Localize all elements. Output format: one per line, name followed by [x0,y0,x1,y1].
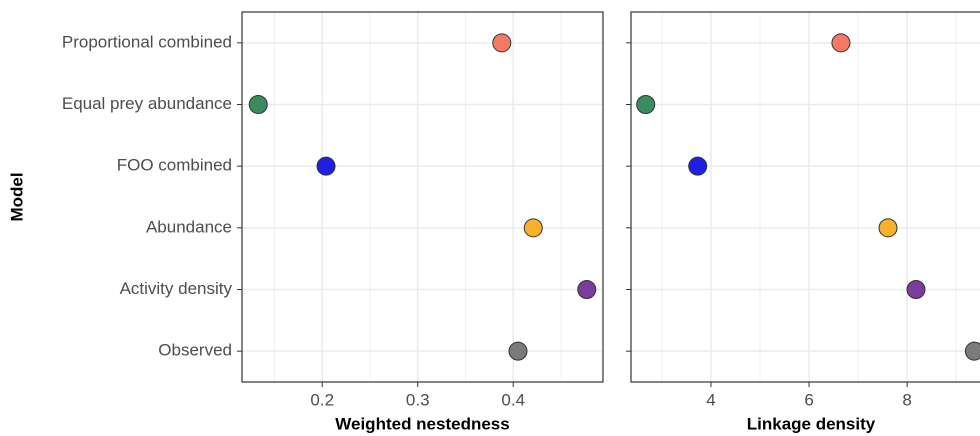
dot [508,341,528,361]
dot [523,218,543,238]
x-tick-label: 8 [902,390,911,409]
y-tick-label: FOO combined [117,156,232,175]
panel-border [630,11,980,383]
x-tick-label: 0.2 [310,390,334,409]
y-axis-title: Model [7,172,26,221]
y-tick-label: Abundance [146,217,232,236]
dot [248,95,268,114]
dot [492,33,512,53]
dot [636,95,656,114]
dot [831,33,851,53]
x-axis-title: Weighted nestedness [335,414,509,433]
x-tick-label: 4 [706,390,715,409]
y-tick-label: Equal prey abundance [62,94,232,113]
x-axis-title: Linkage density [747,414,876,433]
x-tick-label: 0.4 [501,390,525,409]
panel-border [241,11,604,383]
y-tick-label: Proportional combined [62,32,232,51]
dot [964,341,980,361]
dot [688,156,708,176]
y-tick-label: Activity density [120,279,233,298]
y-tick-label: Observed [158,341,232,360]
x-tick-label: 0.3 [406,390,430,409]
dot [577,280,597,299]
dot [316,156,336,176]
dot [906,280,926,299]
x-tick-label: 6 [804,390,813,409]
dot [878,218,898,238]
